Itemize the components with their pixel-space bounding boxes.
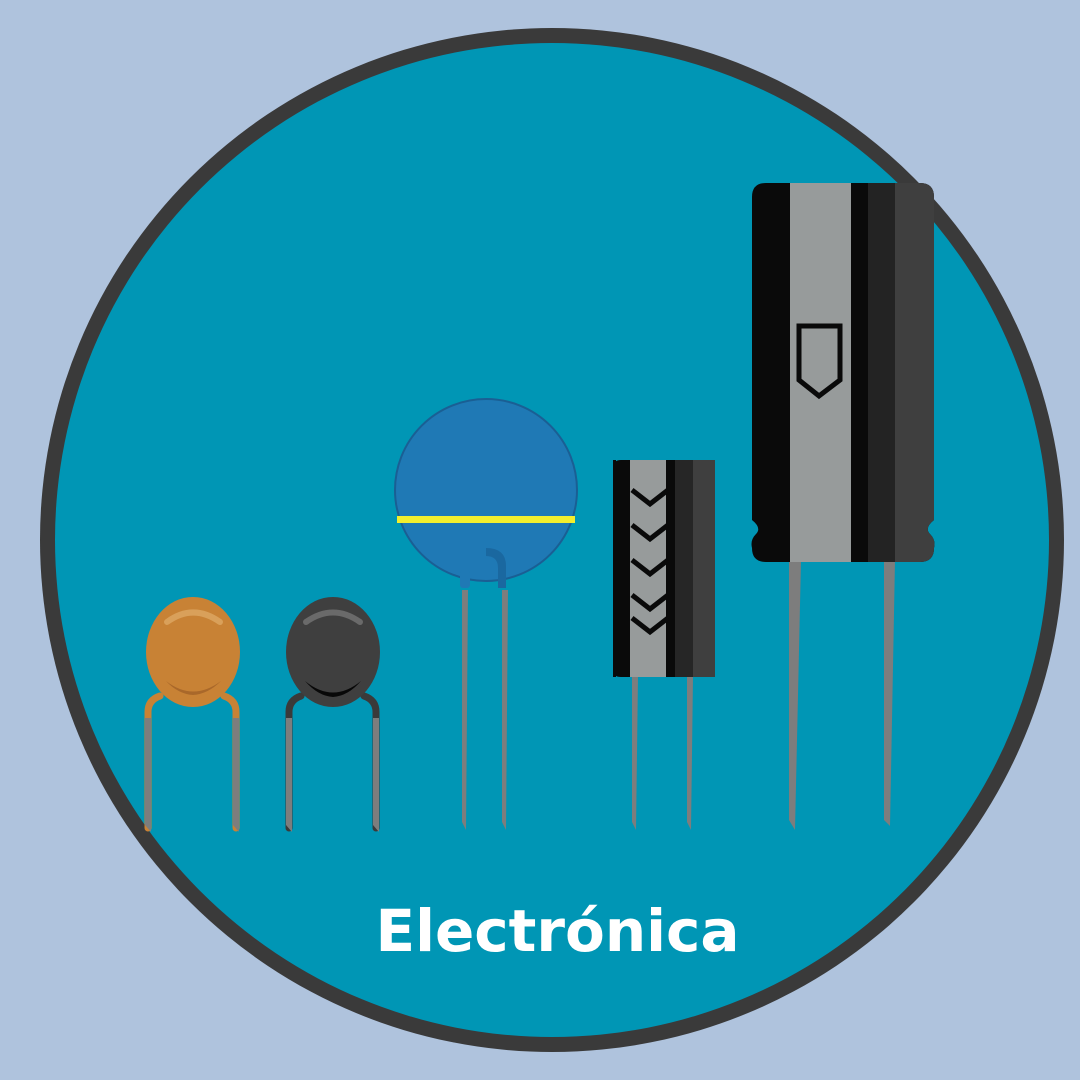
- black-disc-capacitor-icon: [285, 597, 380, 832]
- large-electrolytic-capacitor-icon: [751, 183, 935, 830]
- caption-title: Electrónica: [375, 897, 740, 965]
- blue-disc-capacitor-icon: [394, 398, 578, 830]
- ceramic-disc-capacitor-icon: [144, 597, 240, 832]
- small-electrolytic-capacitor-icon: [613, 460, 715, 830]
